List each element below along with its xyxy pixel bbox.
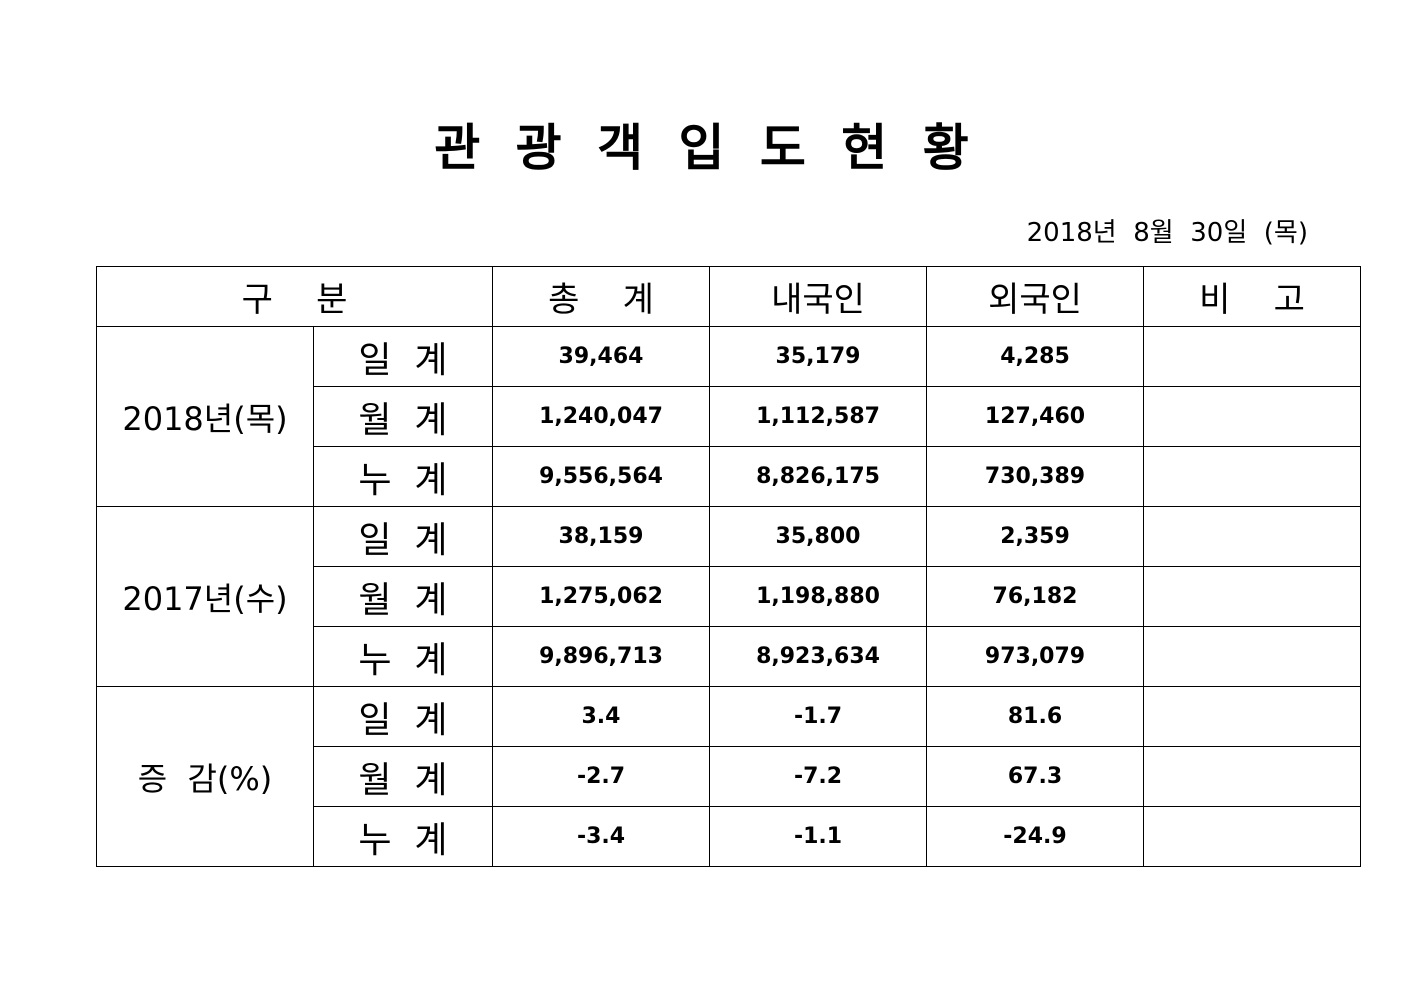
row-label: 누 계: [313, 806, 493, 867]
value-cell: -1.1: [709, 806, 927, 867]
table-row: 월 계 1,275,062 1,198,880 76,182: [97, 566, 1361, 627]
value-cell: 8,826,175: [709, 446, 927, 507]
value-cell: 1,275,062: [492, 566, 710, 627]
note-cell: [1143, 806, 1361, 867]
group-label: 증 감(%): [96, 686, 314, 867]
note-cell: [1143, 386, 1361, 447]
value-cell: 35,800: [709, 506, 927, 567]
row-label: 월 계: [313, 566, 493, 627]
value-cell: 1,240,047: [492, 386, 710, 447]
column-header: 외국인: [926, 266, 1144, 327]
row-label: 누 계: [313, 446, 493, 507]
value-cell: 2,359: [926, 506, 1144, 567]
note-cell: [1143, 506, 1361, 567]
row-label: 월 계: [313, 746, 493, 807]
value-cell: 9,896,713: [492, 626, 710, 687]
title: 관 광 객 입 도 현 황: [434, 119, 969, 177]
note-cell: [1143, 566, 1361, 627]
value-cell: 67.3: [926, 746, 1144, 807]
column-header: 총 계: [492, 266, 710, 327]
value-cell: 1,198,880: [709, 566, 927, 627]
value-cell: -1.7: [709, 686, 927, 747]
row-label: 일 계: [313, 686, 493, 747]
table-row: 2018년(목) 일 계 39,464 35,179 4,285: [96, 326, 1361, 507]
value-cell: 35,179: [709, 326, 927, 387]
value-cell: 973,079: [926, 626, 1144, 687]
column-header: 내국인: [709, 266, 927, 327]
value-cell: 3.4: [492, 686, 710, 747]
value-cell: -3.4: [492, 806, 710, 867]
table-row: 누 계 -3.4 -1.1 -24.9: [97, 806, 1361, 867]
value-cell: 76,182: [926, 566, 1144, 627]
table-row: 누 계 9,896,713 8,923,634 973,079: [97, 626, 1361, 687]
group-label: 2017년(수): [96, 506, 314, 687]
value-cell: -2.7: [492, 746, 710, 807]
table-row: 누 계 9,556,564 8,826,175 730,389: [97, 446, 1361, 507]
value-cell: 38,159: [492, 506, 710, 567]
value-cell: 4,285: [926, 326, 1144, 387]
note-cell: [1143, 746, 1361, 807]
group-label: 2018년(목): [96, 326, 314, 507]
value-cell: 9,556,564: [492, 446, 710, 507]
note-cell: [1143, 626, 1361, 687]
column-header: 구 분: [96, 266, 493, 327]
row-label: 월 계: [313, 386, 493, 447]
table-row: 2017년(수) 일 계 38,159 35,800 2,359: [96, 506, 1361, 687]
table-body: 2018년(목) 일 계 39,464 35,179 4,285 월 계 1,240,047…: [96, 326, 1361, 867]
value-cell: 1,112,587: [709, 386, 927, 447]
value-cell: 127,460: [926, 386, 1144, 447]
row-label: 누 계: [313, 626, 493, 687]
value-cell: 81.6: [926, 686, 1144, 747]
value-cell: 39,464: [492, 326, 710, 387]
table-row: 증 감(%) 일 계 3.4 -1.7 81.6: [96, 686, 1361, 867]
row-label: 일 계: [313, 506, 493, 567]
table-row: 월 계 -2.7 -7.2 67.3: [97, 746, 1361, 807]
column-header: 비 고: [1143, 266, 1361, 327]
row-label: 일 계: [313, 326, 493, 387]
value-cell: -7.2: [709, 746, 927, 807]
date: 2018년 8월 30일 (목): [1026, 218, 1308, 248]
value-cell: 8,923,634: [709, 626, 927, 687]
note-cell: [1143, 326, 1361, 387]
value-cell: 730,389: [926, 446, 1144, 507]
value-cell: -24.9: [926, 806, 1144, 867]
note-cell: [1143, 686, 1361, 747]
note-cell: [1143, 446, 1361, 507]
